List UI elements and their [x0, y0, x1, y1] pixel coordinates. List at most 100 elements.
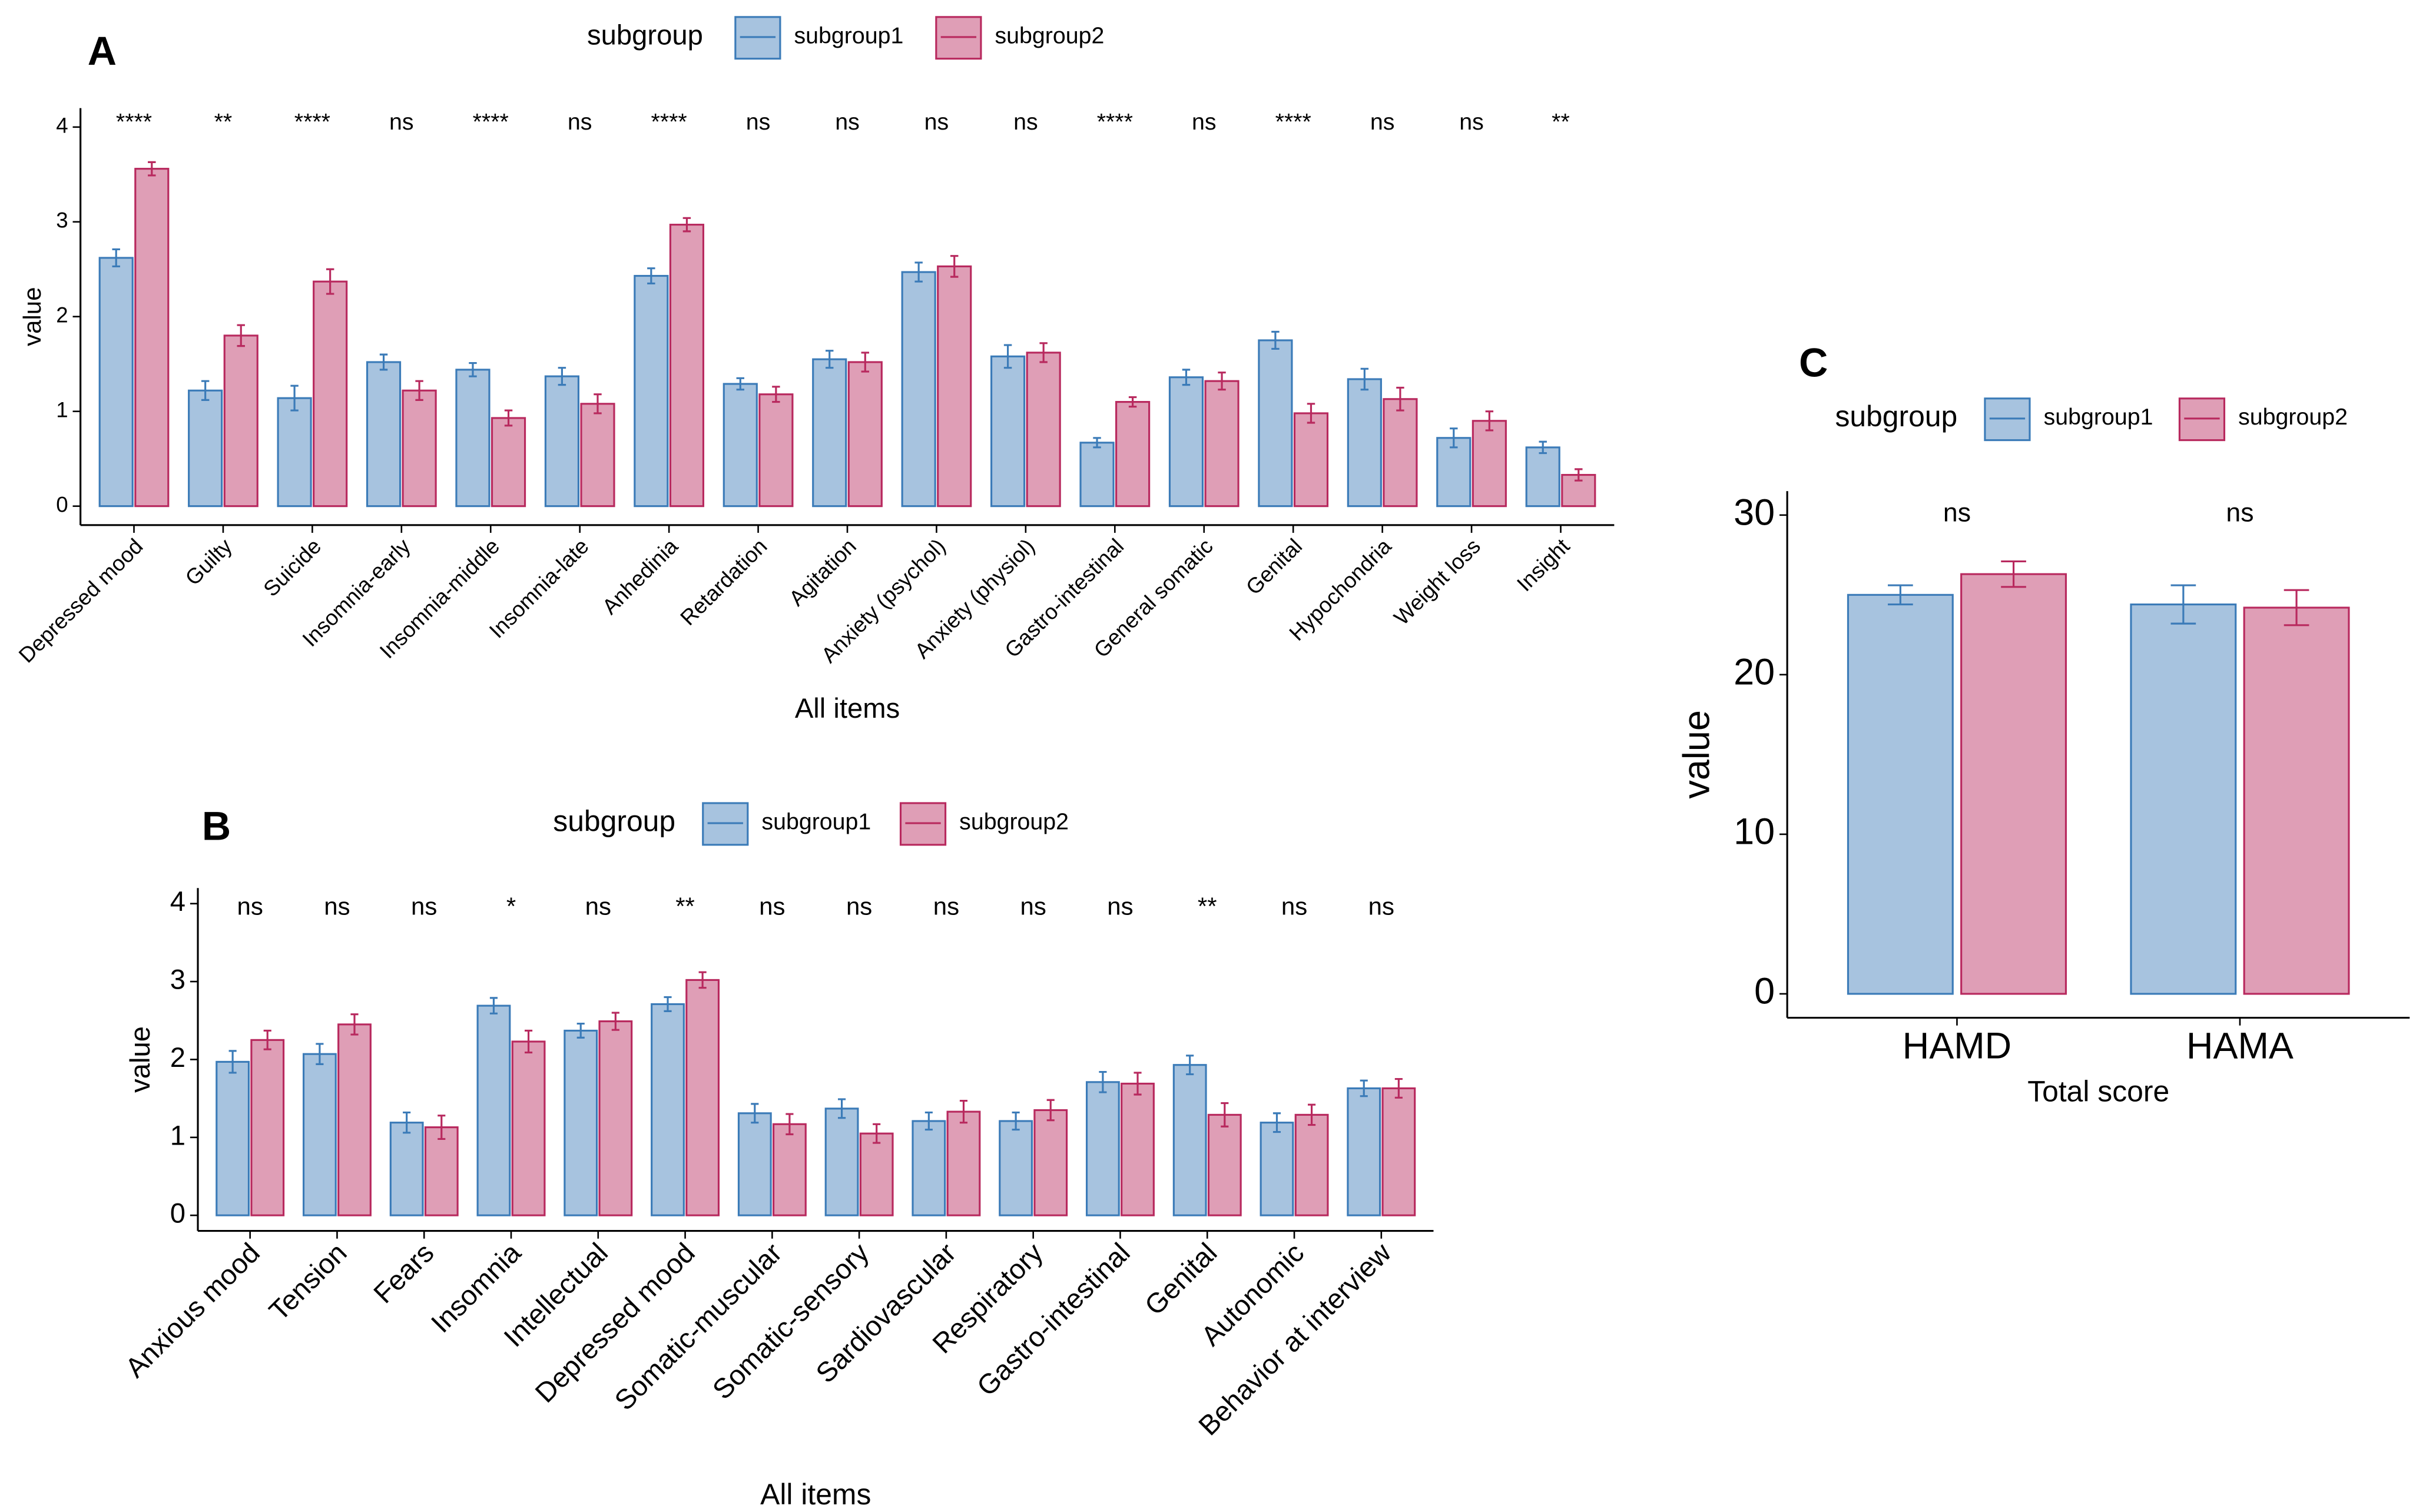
error-bar	[290, 384, 299, 412]
x-tick-label: Suicide	[258, 534, 326, 601]
error-bar	[576, 1022, 585, 1039]
significance-label: ns	[1192, 109, 1217, 135]
bar	[847, 361, 883, 508]
bar	[134, 168, 170, 508]
error-bar	[201, 380, 210, 401]
error-bar	[350, 1013, 359, 1036]
legend-label: subgroup1	[2044, 404, 2153, 430]
x-tick-label: HAMA	[2186, 1026, 2294, 1067]
error-bar	[1575, 468, 1583, 482]
y-tick-label: 1	[56, 397, 68, 422]
bar	[250, 1039, 285, 1216]
error-bar	[825, 350, 834, 369]
error-bar	[379, 353, 388, 371]
bar	[824, 1108, 859, 1216]
bar	[1121, 1082, 1155, 1216]
panel-label: B	[202, 804, 231, 849]
bar	[901, 271, 936, 508]
error-bar	[2001, 560, 2026, 588]
error-bar	[1360, 1079, 1368, 1097]
bar	[1258, 339, 1293, 508]
bar	[511, 1040, 546, 1216]
error-bar	[1012, 1111, 1020, 1131]
significance-label: ns	[846, 892, 872, 920]
significance-label: ns	[2226, 498, 2253, 527]
error-bar	[1128, 396, 1137, 408]
bar	[1472, 420, 1507, 508]
error-bar	[558, 367, 566, 386]
error-bar	[1134, 1072, 1142, 1096]
panel-label: C	[1799, 341, 1828, 386]
panel-label: A	[88, 29, 117, 74]
bar	[1033, 1109, 1068, 1216]
error-bar	[2170, 584, 2196, 625]
x-tick-label: Fears	[368, 1237, 440, 1309]
significance-label: **	[214, 109, 233, 135]
legend-label: subgroup2	[995, 22, 1105, 48]
x-tick-label: Genital	[1139, 1237, 1223, 1321]
y-tick-label: 0	[56, 492, 68, 516]
x-tick-label: Weight loss	[1389, 534, 1485, 630]
error-bar	[611, 1012, 619, 1031]
significance-label: ns	[924, 109, 949, 135]
error-bar	[736, 377, 745, 391]
error-bar	[786, 1113, 794, 1136]
x-tick-label: Genital	[1241, 534, 1307, 599]
bar	[313, 280, 348, 508]
x-axis-title: All items	[795, 693, 900, 724]
error-bar	[1186, 1055, 1194, 1076]
y-tick-label: 3	[170, 964, 185, 996]
error-bar	[914, 261, 923, 283]
significance-label: ns	[1943, 498, 1971, 527]
error-bar	[1394, 1077, 1403, 1099]
significance-label: ns	[1020, 892, 1046, 920]
significance-label: ****	[473, 109, 509, 135]
bar	[98, 257, 134, 508]
bar	[758, 393, 794, 508]
bar	[669, 224, 705, 508]
error-bar	[698, 971, 707, 989]
bar	[424, 1126, 459, 1216]
significance-label: ****	[651, 109, 687, 135]
significance-label: **	[1552, 109, 1570, 135]
error-bar	[415, 380, 423, 401]
error-bar	[403, 1111, 411, 1134]
error-bar	[1450, 427, 1458, 449]
bar	[1115, 401, 1151, 508]
bar	[544, 375, 579, 508]
bar	[990, 355, 1026, 508]
bar	[491, 417, 526, 508]
y-tick-label: 10	[1734, 811, 1775, 853]
bar	[859, 1132, 894, 1216]
bar	[564, 1029, 598, 1216]
x-tick-label: Guilty	[181, 533, 237, 590]
error-bar	[1539, 440, 1547, 455]
significance-label: ****	[1275, 109, 1311, 135]
bar	[1207, 1113, 1242, 1216]
bar	[188, 389, 223, 508]
y-axis-title: value	[125, 1026, 156, 1093]
x-tick-label: HAMD	[1903, 1026, 2011, 1067]
x-tick-label: Depressed mood	[14, 534, 148, 668]
error-bar	[1182, 369, 1191, 386]
significance-label: ****	[116, 109, 152, 135]
significance-label: ns	[933, 892, 959, 920]
legend-label: subgroup1	[794, 22, 904, 48]
bar	[1347, 1087, 1381, 1216]
error-bar	[438, 1115, 446, 1140]
error-bar	[959, 1100, 968, 1124]
x-axis-title: Total score	[2027, 1075, 2169, 1108]
significance-label: ns	[759, 892, 785, 920]
bar	[946, 1110, 981, 1216]
significance-label: ns	[585, 892, 611, 920]
error-bar	[1271, 330, 1280, 350]
bar	[455, 369, 491, 508]
error-bar	[751, 1103, 759, 1124]
error-bar	[525, 1029, 533, 1054]
significance-label: ns	[324, 892, 350, 920]
error-bar	[112, 248, 120, 267]
bar	[912, 1120, 946, 1216]
error-bar	[1272, 1112, 1281, 1133]
y-axis-title: value	[18, 287, 46, 346]
